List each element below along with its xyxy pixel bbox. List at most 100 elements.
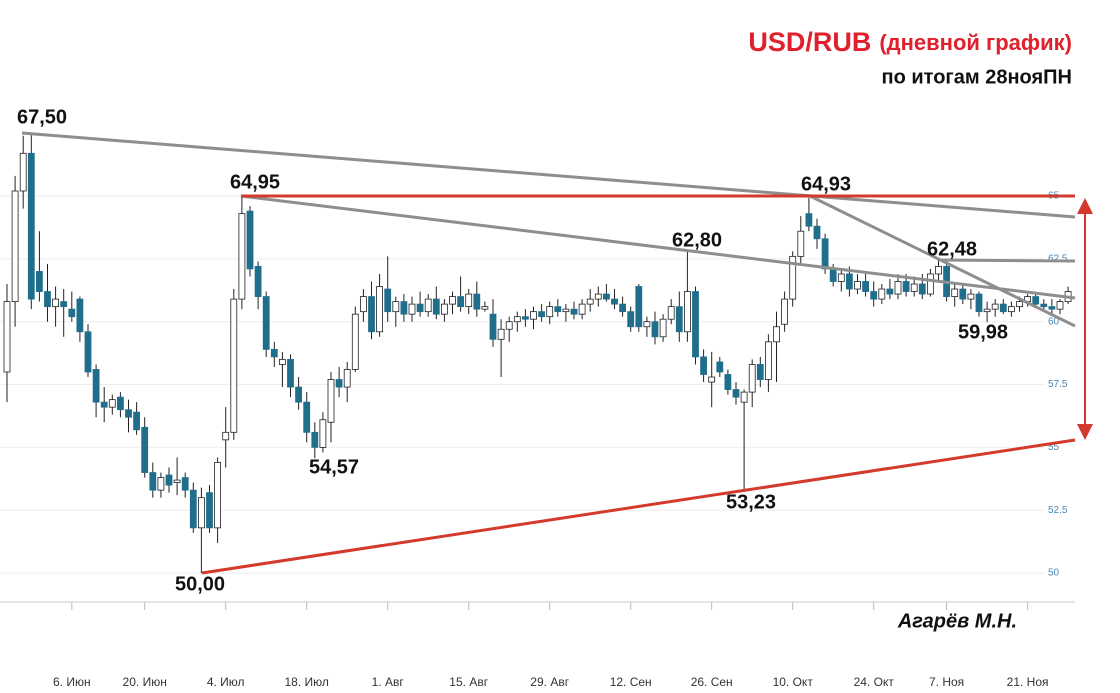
- candle-body: [100, 401, 108, 408]
- candle-body: [983, 308, 991, 313]
- candle-body: [1032, 296, 1040, 305]
- candle-body: [862, 281, 869, 292]
- candle-body: [270, 348, 278, 358]
- candle-body: [724, 374, 732, 390]
- candle-body: [902, 281, 910, 292]
- candle-body: [222, 431, 230, 441]
- candle-body: [546, 306, 554, 318]
- candle-body: [449, 296, 456, 305]
- annotation: 64,93: [801, 173, 851, 195]
- candle-body: [165, 474, 173, 486]
- candle-body: [522, 316, 529, 320]
- annotation: 67,50: [17, 106, 67, 128]
- x-tick-label: 21. Ноя: [1007, 675, 1049, 689]
- candle-body: [991, 303, 999, 310]
- candle-body: [303, 401, 311, 433]
- candle-body: [700, 356, 707, 375]
- annotation: 50,00: [175, 573, 225, 595]
- candle-body: [400, 301, 408, 315]
- candle-body: [619, 303, 626, 313]
- candle-body: [959, 288, 967, 300]
- candle-body: [643, 321, 651, 328]
- candle-body: [11, 190, 19, 303]
- candle-body: [732, 389, 740, 398]
- candle-body: [797, 230, 805, 257]
- candle-body: [481, 306, 489, 310]
- x-tick-label: 18. Июл: [285, 675, 329, 689]
- candle-body: [586, 298, 594, 305]
- candle-body: [473, 293, 481, 310]
- candle-body: [765, 341, 772, 380]
- trend-line: [939, 258, 1076, 263]
- candle-body: [416, 303, 424, 313]
- candles: [3, 133, 1072, 574]
- candle-body: [214, 462, 222, 529]
- candle-body: [76, 298, 84, 333]
- candle-body: [368, 296, 375, 333]
- y-tick-label: 60: [1048, 316, 1060, 327]
- candle-body: [708, 376, 716, 383]
- candle-body: [846, 273, 853, 290]
- candle-body: [117, 396, 124, 411]
- candle-body: [554, 306, 562, 313]
- candle-body: [465, 293, 473, 308]
- candle-body: [611, 298, 618, 305]
- candle-body: [173, 479, 181, 483]
- candle-body: [789, 255, 797, 300]
- x-tick-label: 7. Ноя: [929, 675, 964, 689]
- candle-body: [189, 489, 197, 529]
- candle-body: [489, 313, 497, 340]
- candle-body: [562, 308, 570, 313]
- candle-body: [781, 298, 788, 325]
- candle-body: [262, 296, 270, 350]
- annotation: 53,23: [726, 491, 776, 513]
- candle-body: [157, 477, 165, 491]
- candle-body: [870, 291, 878, 300]
- x-tick-label: 1. Авг: [372, 675, 405, 689]
- candle-body: [254, 266, 262, 297]
- candle-body: [84, 331, 92, 373]
- candle-body: [578, 303, 586, 315]
- candle-body: [497, 328, 505, 340]
- candle-body: [692, 291, 699, 358]
- candle-body: [27, 152, 35, 300]
- candle-body: [805, 213, 813, 227]
- candle-body: [246, 210, 254, 270]
- candle-body: [197, 497, 205, 529]
- candle-body: [392, 301, 400, 313]
- candle-body: [894, 281, 902, 295]
- x-tick-label: 15. Авг: [449, 675, 488, 689]
- candle-body: [351, 313, 359, 370]
- candle-body: [1056, 301, 1064, 310]
- candle-body: [133, 411, 141, 431]
- candle-body: [457, 296, 465, 308]
- candle-body: [910, 283, 918, 292]
- candle-body: [1048, 306, 1056, 310]
- candle-body: [141, 426, 149, 473]
- title-note: (дневной график): [879, 30, 1072, 55]
- candle-body: [821, 238, 829, 270]
- candle-body: [52, 298, 59, 308]
- candle-body: [813, 225, 821, 240]
- candle-body: [1008, 306, 1015, 313]
- trend-line: [21, 131, 1076, 219]
- candle-body: [384, 288, 392, 313]
- candle-body: [343, 369, 351, 388]
- candle-body: [886, 288, 894, 295]
- subtitle: по итогам 28нояПН: [882, 66, 1072, 88]
- x-tick-label: 29. Авг: [530, 675, 569, 689]
- candle-body: [68, 308, 76, 318]
- candle-body: [651, 321, 659, 338]
- x-tick-label: 6. Июн: [53, 675, 91, 689]
- candle-body: [538, 311, 545, 318]
- candle-body: [530, 311, 537, 320]
- support-line: [201, 438, 1076, 575]
- candle-body: [570, 308, 578, 315]
- candle-body: [927, 273, 934, 295]
- annotation: 64,95: [230, 171, 280, 193]
- candle-body: [967, 293, 975, 300]
- candle-body: [206, 492, 213, 529]
- candle-body: [287, 359, 294, 388]
